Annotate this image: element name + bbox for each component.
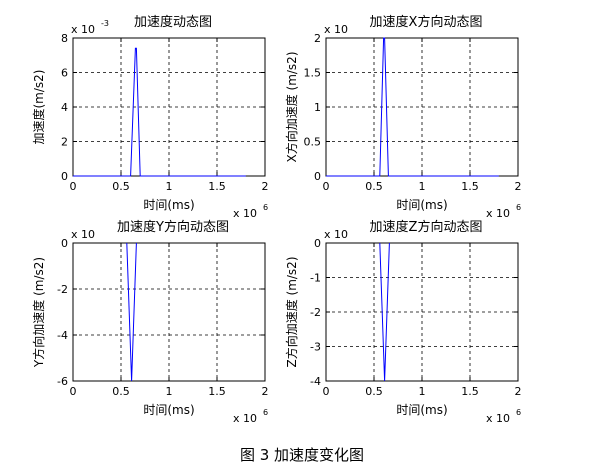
- y-tick-label: 8: [61, 32, 68, 45]
- figure-caption: 图 3 加速度变化图: [239, 446, 365, 464]
- x-tick-label: 0.5: [365, 385, 383, 398]
- x-tick-label: 0.5: [365, 180, 383, 193]
- y-tick-label: 0: [61, 237, 68, 250]
- x-axis-label: 时间(ms): [143, 403, 194, 417]
- x-tick-label: 1: [166, 180, 173, 193]
- x-exponent: 6: [516, 408, 521, 417]
- subplot-2: 0 0.5 1 1.5 200.511.52x 10x 10 6加速度X方向动态图时间(m…: [284, 14, 522, 220]
- y-multiplier: x 10: [324, 228, 348, 241]
- x-tick-label: 1: [419, 385, 426, 398]
- x-exponent: 6: [263, 203, 268, 212]
- series-line: [379, 242, 390, 382]
- y-tick-label: -2: [57, 283, 68, 296]
- chart-title: 加速度Z方向动态图: [370, 219, 483, 235]
- series-line: [126, 242, 137, 382]
- y-multiplier: x 10: [324, 23, 348, 36]
- y-multiplier: x 10: [71, 23, 95, 36]
- x-tick-label: 2: [515, 180, 522, 193]
- y-tick-label: -6: [57, 375, 68, 388]
- x-exponent: 6: [516, 203, 521, 212]
- y-tick-label: -4: [57, 329, 68, 342]
- y-tick-label: -1: [310, 272, 321, 285]
- x-tick-label: 1: [419, 180, 426, 193]
- x-axis-label: 时间(ms): [396, 403, 447, 417]
- x-tick-label: 2: [262, 180, 269, 193]
- x-exponent: 6: [263, 408, 268, 417]
- chart-title: 加速度Y方向动态图: [117, 219, 229, 235]
- y-tick-label: 1: [314, 101, 321, 114]
- x-tick-label: 0: [323, 180, 330, 193]
- y-tick-label: -3: [310, 341, 321, 354]
- y-axis-label: X方向加速度 (m/s2): [284, 51, 299, 162]
- y-tick-label: 6: [61, 67, 68, 80]
- x-tick-label: 1.5: [208, 180, 226, 193]
- y-tick-label: 2: [314, 32, 321, 45]
- x-tick-label: 0: [323, 385, 330, 398]
- x-tick-label: 1: [166, 385, 173, 398]
- y-exponent: -3: [101, 19, 109, 28]
- y-tick-label: 0.5: [304, 136, 322, 149]
- x-tick-label: 0: [70, 385, 77, 398]
- subplot-4: 0 0.5 1 1.5 2 0 -1 -2 -3 -4 x 10 x 10 6 加速度Z方向动态图时间(m…: [284, 219, 522, 425]
- y-axis-label: Z方向加速度 (m/s2): [284, 256, 299, 367]
- chart-title: 加速度X方向动态图: [370, 14, 483, 30]
- x-multiplier: x 10: [486, 412, 510, 425]
- x-tick-label: 0.5: [112, 385, 130, 398]
- y-tick-label: 2: [61, 136, 68, 149]
- y-tick-label: -2: [310, 306, 321, 319]
- x-axis-label: 时间(ms): [396, 198, 447, 212]
- x-axis-label: 时间(ms): [143, 198, 194, 212]
- y-tick-label: 1.5: [304, 67, 322, 80]
- x-tick-label: 0: [70, 180, 77, 193]
- y-tick-label: 0: [314, 237, 321, 250]
- x-tick-label: 1.5: [461, 180, 479, 193]
- x-tick-label: 1.5: [461, 385, 479, 398]
- x-multiplier: x 10: [233, 207, 257, 220]
- chart-title: 加速度动态图: [134, 14, 212, 30]
- series-line: [326, 37, 499, 177]
- x-tick-label: 1.5: [208, 385, 226, 398]
- y-tick-label: -4: [310, 375, 321, 388]
- x-tick-label: 2: [262, 385, 269, 398]
- y-tick-label: 4: [61, 101, 68, 114]
- x-multiplier: x 10: [233, 412, 257, 425]
- x-tick-label: 0.5: [112, 180, 130, 193]
- y-axis-label: Y方向加速度 (m/s2): [31, 257, 46, 368]
- series-line: [73, 47, 246, 177]
- y-multiplier: x 10: [71, 228, 95, 241]
- y-axis-label: 加速度(m/s2): [31, 70, 46, 145]
- x-multiplier: x 10: [486, 207, 510, 220]
- x-tick-label: 2: [515, 385, 522, 398]
- subplot-3: 0 0.5 1 1.5 2 0 -2 -4 -6 x 10 x 10 6 加速度Y方向动态图时间(ms)…: [31, 219, 269, 425]
- y-tick-label: 0: [61, 170, 68, 183]
- y-tick-label: 0: [314, 170, 321, 183]
